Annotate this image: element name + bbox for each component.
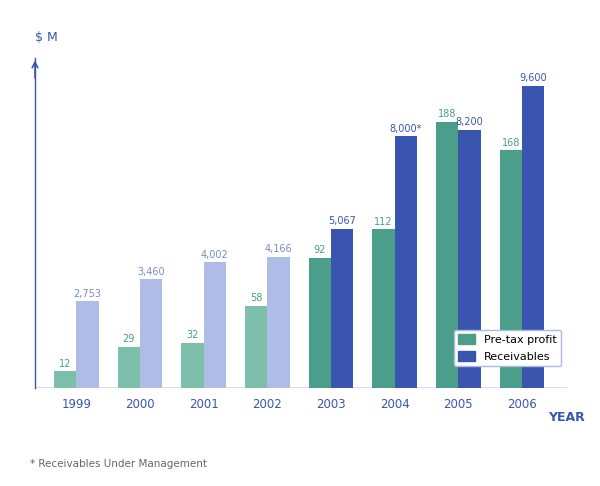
Bar: [373, 229, 395, 388]
Text: 2,753: 2,753: [74, 289, 101, 299]
Bar: [181, 343, 204, 388]
Bar: [522, 86, 544, 388]
Text: YEAR: YEAR: [548, 411, 585, 424]
Bar: [204, 262, 226, 388]
Legend: Pre-tax profit, Receivables: Pre-tax profit, Receivables: [454, 330, 561, 366]
Text: 168: 168: [502, 138, 520, 148]
Bar: [331, 228, 353, 388]
Text: 9,600: 9,600: [520, 73, 547, 84]
Bar: [76, 301, 98, 388]
Text: 8,000*: 8,000*: [389, 124, 422, 134]
Text: 92: 92: [314, 245, 326, 255]
Bar: [118, 347, 140, 388]
Text: 8,200: 8,200: [455, 118, 484, 127]
Text: 5,067: 5,067: [328, 216, 356, 226]
Bar: [458, 130, 481, 388]
Text: 3,460: 3,460: [137, 267, 165, 277]
Text: * Receivables Under Management: * Receivables Under Management: [30, 459, 207, 469]
Bar: [245, 306, 268, 388]
Bar: [268, 257, 290, 388]
Bar: [436, 122, 458, 388]
Text: $ M: $ M: [35, 31, 58, 44]
Text: 188: 188: [438, 109, 457, 119]
Text: 29: 29: [123, 334, 135, 345]
Bar: [309, 258, 331, 388]
Bar: [500, 150, 522, 388]
Text: 4,166: 4,166: [265, 244, 292, 254]
Text: 58: 58: [250, 294, 262, 303]
Text: 112: 112: [374, 217, 393, 227]
Text: 32: 32: [187, 330, 199, 340]
Text: 12: 12: [59, 359, 71, 368]
Bar: [54, 371, 76, 388]
Bar: [140, 279, 163, 388]
Text: 4,002: 4,002: [201, 250, 229, 260]
Bar: [395, 136, 417, 388]
